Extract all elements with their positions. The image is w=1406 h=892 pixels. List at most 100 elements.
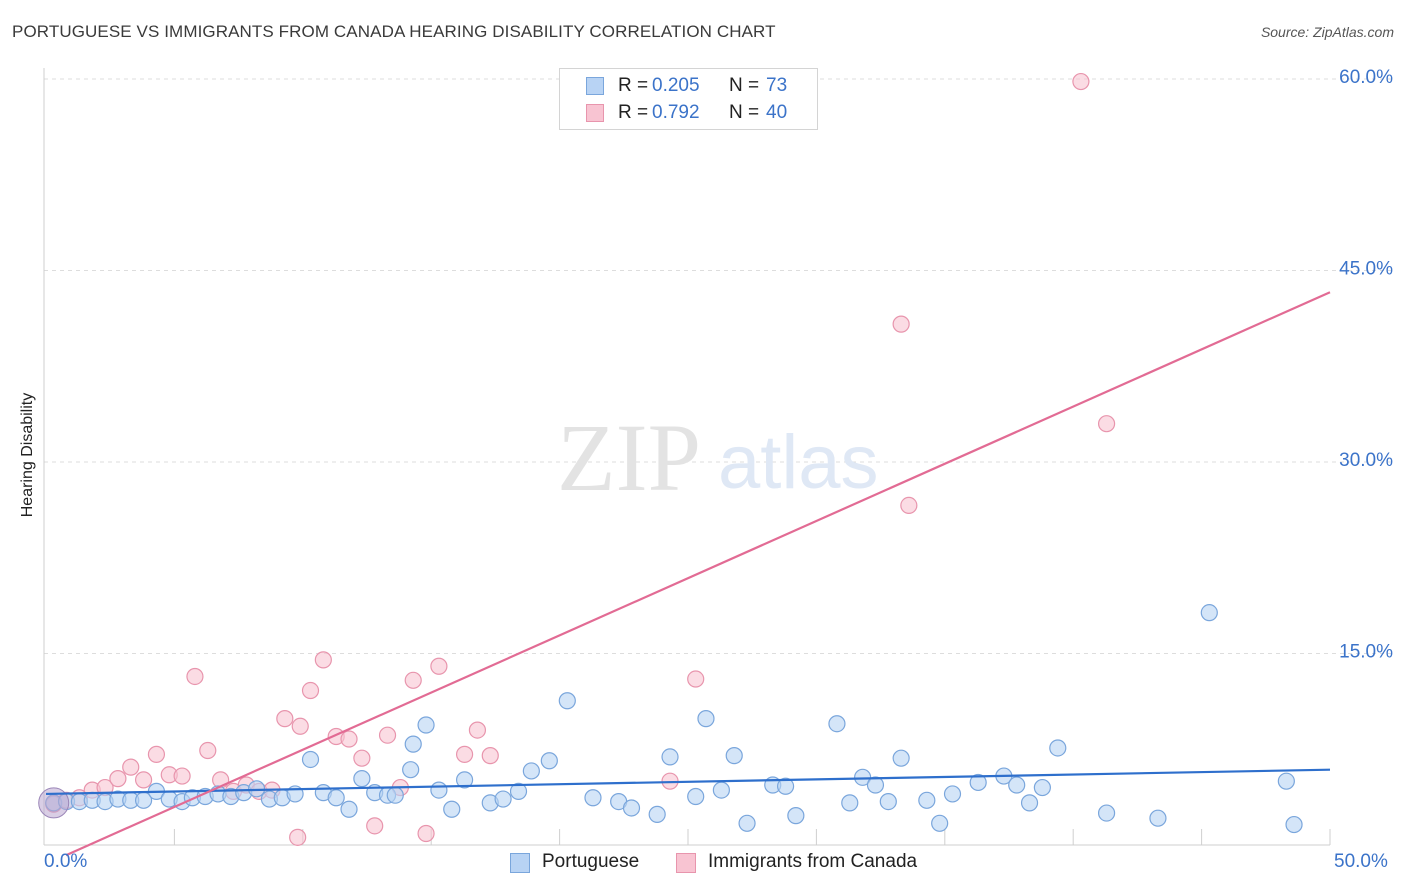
- canada-point: [455, 745, 474, 763]
- canada-point: [289, 828, 307, 846]
- portuguese-point: [918, 791, 936, 809]
- portuguese-point: [725, 747, 743, 765]
- canada-point: [186, 667, 204, 686]
- portuguese-point: [509, 782, 528, 800]
- y-tick-label: 15.0%: [1339, 642, 1393, 663]
- portuguese-point: [661, 748, 679, 766]
- cluster-point: [38, 787, 70, 819]
- portuguese-point: [879, 792, 897, 811]
- canada-point: [468, 721, 487, 739]
- portuguese-point: [892, 749, 910, 767]
- portuguese-point: [494, 790, 512, 808]
- portuguese-point: [584, 789, 602, 807]
- portuguese-point: [828, 715, 846, 733]
- portuguese-point: [417, 716, 435, 734]
- bottom-legend-swatch-canada: [676, 853, 696, 873]
- watermark: ZIP atlas: [557, 404, 879, 511]
- canada-point: [340, 730, 358, 748]
- legend-swatch-portuguese: [586, 77, 604, 95]
- portuguese-point: [1277, 772, 1295, 790]
- portuguese-point: [1020, 794, 1039, 812]
- canada-point: [173, 767, 191, 785]
- portuguese-point: [540, 752, 558, 770]
- canada-point: [892, 315, 910, 333]
- portuguese-point: [455, 771, 474, 789]
- legend-n-value: 40: [766, 102, 788, 123]
- portuguese-point: [866, 776, 885, 794]
- bottom-legend-swatch-portuguese: [510, 853, 530, 873]
- portuguese-point: [386, 786, 404, 804]
- portuguese-point: [1049, 739, 1067, 757]
- portuguese-point: [1200, 604, 1218, 622]
- legend-r-label: R =: [618, 75, 649, 96]
- y-tick-label: 60.0%: [1339, 67, 1393, 88]
- canada-point: [430, 657, 448, 675]
- canada-point: [687, 670, 705, 688]
- legend-n-label: N =: [729, 102, 760, 123]
- portuguese-point: [787, 807, 805, 825]
- y-tick-label: 30.0%: [1339, 450, 1393, 471]
- canada-point: [404, 671, 422, 689]
- canada-point: [314, 651, 332, 669]
- x-tick-max: 50.0%: [1334, 851, 1388, 872]
- portuguese-point: [522, 762, 540, 780]
- portuguese-point: [327, 789, 345, 807]
- portuguese-point: [430, 781, 448, 799]
- bottom-legend-label-canada: Immigrants from Canada: [708, 851, 918, 872]
- portuguese-point: [402, 761, 420, 779]
- y-tick-label: 45.0%: [1339, 259, 1393, 280]
- y-tick-labels: 15.0% 30.0% 45.0% 60.0%: [1339, 67, 1393, 663]
- canada-point: [122, 758, 140, 776]
- portuguese-point: [738, 814, 756, 832]
- canada-point: [1072, 72, 1090, 91]
- portuguese-point: [1149, 809, 1167, 827]
- legend-n-value: 73: [766, 75, 788, 96]
- canada-point: [199, 741, 217, 760]
- trend-lines: [45, 291, 1331, 857]
- portuguese-point: [931, 814, 949, 832]
- portuguese-point: [776, 777, 795, 795]
- x-tick-min: 0.0%: [44, 851, 88, 872]
- portuguese-point: [712, 781, 730, 799]
- portuguese-point: [558, 692, 576, 710]
- canada-point: [417, 824, 435, 843]
- portuguese-point: [443, 800, 461, 818]
- portuguese-point: [1008, 776, 1026, 794]
- portuguese-point: [969, 773, 987, 792]
- canada-point: [378, 726, 397, 744]
- source-label: Source: ZipAtlas.com: [1260, 24, 1394, 40]
- grid-layer: [44, 78, 1392, 654]
- canada-point: [109, 770, 127, 788]
- portuguese-point: [353, 770, 371, 788]
- portuguese-point: [622, 799, 641, 817]
- portuguese-trend-line: [45, 768, 1331, 796]
- portuguese-point: [1033, 778, 1051, 797]
- portuguese-point: [340, 800, 358, 818]
- legend-swatch-canada: [586, 104, 604, 122]
- canada-point: [900, 496, 918, 515]
- canada-point: [353, 749, 371, 767]
- canada-point: [291, 717, 309, 735]
- canada-point: [1097, 415, 1116, 433]
- legend-box: R = 0.205 N = 73 R = 0.792 N = 40: [559, 68, 818, 130]
- legend-r-label: R =: [618, 102, 649, 123]
- canada-point: [147, 745, 166, 763]
- portuguese-point: [697, 710, 715, 728]
- portuguese-point: [687, 787, 705, 806]
- watermark-zip: ZIP: [557, 404, 701, 511]
- canada-point: [366, 817, 384, 835]
- canada-point: [276, 710, 294, 728]
- legend-n-label: N =: [729, 75, 760, 96]
- canada-point: [301, 681, 320, 700]
- canada-trend-line: [65, 291, 1331, 857]
- portuguese-point: [404, 735, 422, 753]
- portuguese-point: [301, 750, 320, 769]
- portuguese-point: [841, 794, 859, 812]
- legend-r-value: 0.792: [652, 102, 700, 123]
- portuguese-points: [38, 604, 1303, 834]
- portuguese-point: [648, 805, 666, 823]
- portuguese-point: [943, 785, 962, 803]
- legend-r-value: 0.205: [652, 75, 700, 96]
- canada-point: [481, 747, 499, 765]
